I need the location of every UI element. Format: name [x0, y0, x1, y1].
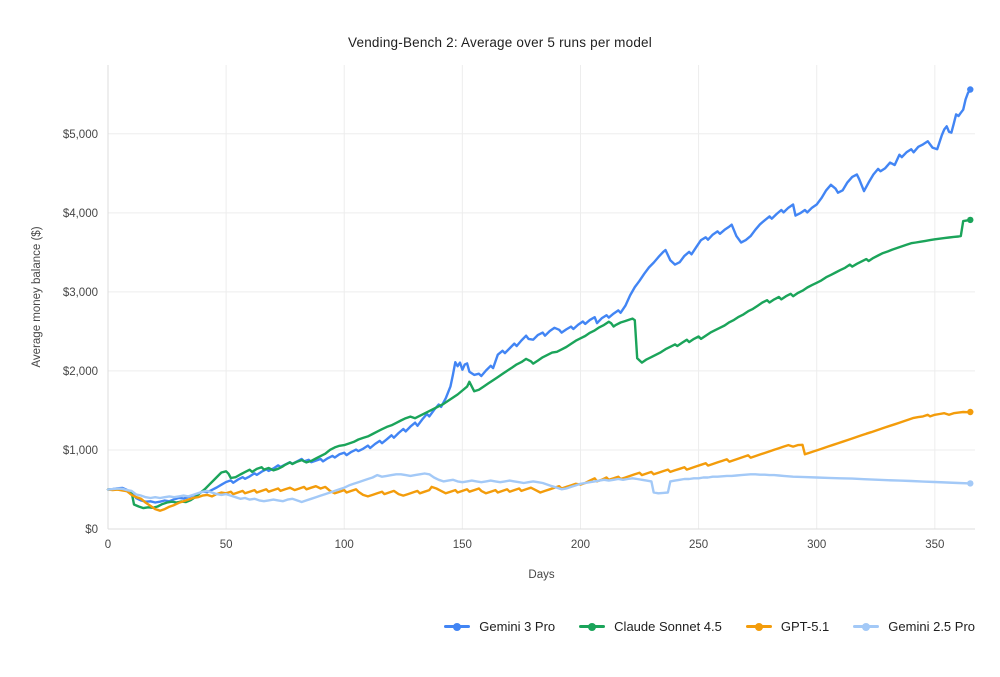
svg-text:$3,000: $3,000 [63, 287, 98, 299]
legend-item-claude-sonnet-4-5[interactable]: Claude Sonnet 4.5 [579, 619, 722, 634]
svg-text:$0: $0 [85, 524, 98, 536]
svg-text:$2,000: $2,000 [63, 366, 98, 378]
svg-text:150: 150 [453, 539, 472, 551]
legend-item-gemini-3-pro[interactable]: Gemini 3 Pro [444, 619, 555, 634]
svg-text:$5,000: $5,000 [63, 129, 98, 141]
svg-text:50: 50 [220, 539, 233, 551]
chart-title: Vending-Bench 2: Average over 5 runs per… [348, 35, 652, 50]
svg-text:250: 250 [689, 539, 708, 551]
svg-text:$1,000: $1,000 [63, 445, 98, 457]
gpt-5-1-line-marker-icon [745, 622, 772, 631]
plot-canvas: $0 $1,000 $2,000 $3,000 $4,000 $5,000 0 50 100 15… [63, 65, 975, 551]
legend-item-gpt-5-1[interactable]: GPT-5.1 [745, 619, 830, 634]
legend-item-gemini-2-5-pro[interactable]: Gemini 2.5 Pro [853, 619, 975, 634]
svg-text:200: 200 [571, 539, 590, 551]
svg-text:$4,000: $4,000 [63, 208, 98, 220]
gemini-2-5-pro-line-marker-icon [853, 622, 880, 631]
legend: Gemini 3 Pro Claude Sonnet 4.5 GPT-5.1 G… [444, 619, 975, 634]
gemini-3-pro-line-marker-icon [444, 622, 471, 631]
legend-label: GPT-5.1 [780, 619, 830, 634]
svg-text:0: 0 [105, 539, 111, 551]
svg-text:100: 100 [335, 539, 354, 551]
y-axis-label: Average money balance ($) [31, 226, 43, 368]
legend-label: Gemini 2.5 Pro [888, 619, 975, 634]
svg-text:350: 350 [925, 539, 944, 551]
svg-text:300: 300 [807, 539, 826, 551]
legend-label: Gemini 3 Pro [479, 619, 556, 634]
x-axis-label: Days [528, 569, 555, 581]
claude-sonnet-4-5-line-marker-icon [579, 622, 606, 631]
legend-label: Claude Sonnet 4.5 [614, 619, 722, 634]
